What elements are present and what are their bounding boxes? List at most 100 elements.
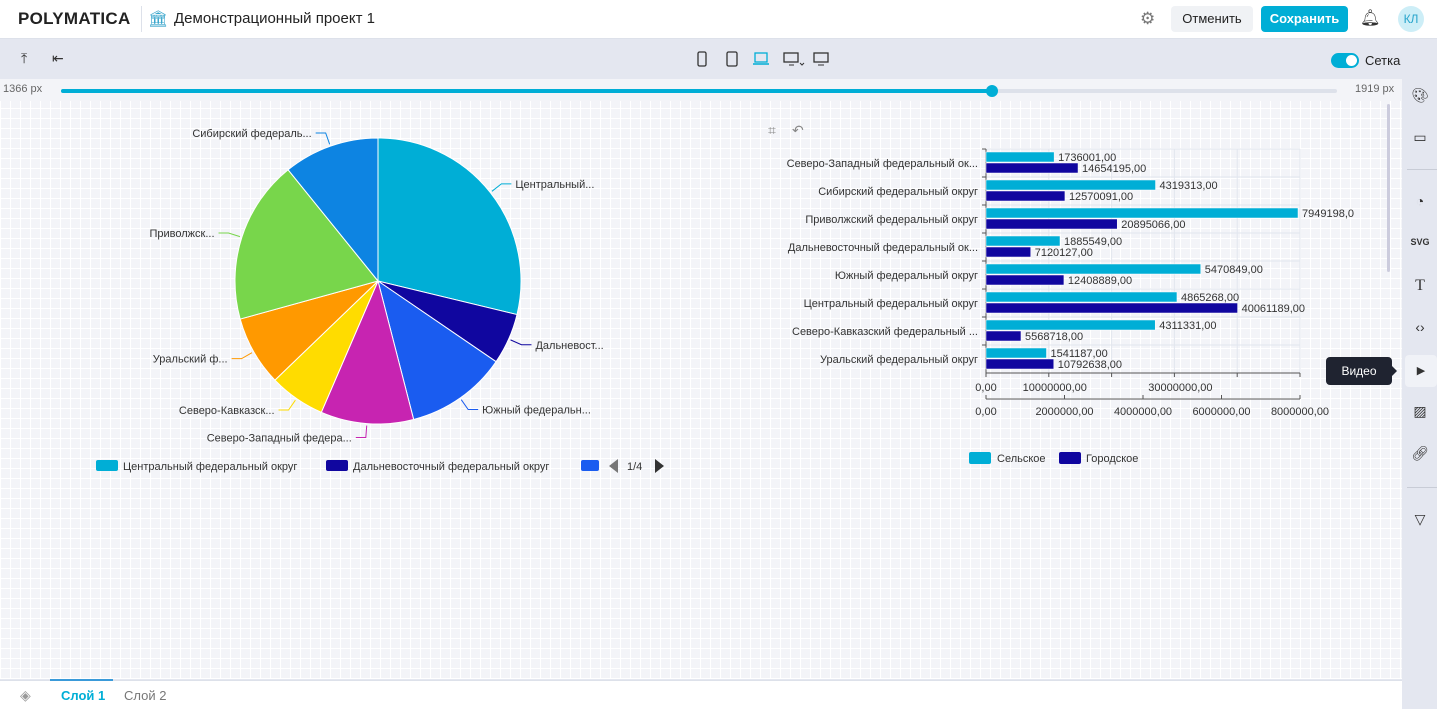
link-icon[interactable]: 🔗︎ xyxy=(1411,445,1429,461)
save-button[interactable]: Сохранить xyxy=(1261,6,1348,32)
bar xyxy=(985,319,1156,331)
x-tick-label: 2000000,00 xyxy=(1035,406,1093,418)
layers-icon[interactable]: ▭ xyxy=(1413,129,1427,145)
tab-layer-2[interactable]: Слой 2 xyxy=(124,688,167,703)
pie-label: Северо-Западный федера... xyxy=(207,433,352,445)
tooltip: Видео xyxy=(1326,357,1397,385)
bar xyxy=(985,162,1079,174)
bar xyxy=(985,302,1238,314)
upload-icon[interactable]: ⤒ xyxy=(21,50,28,66)
bell-icon[interactable]: 🔔︎ xyxy=(1360,10,1381,27)
undo-icon[interactable]: ↶ xyxy=(792,122,804,138)
bar xyxy=(985,151,1055,163)
svg-icon[interactable]: SVG xyxy=(1410,237,1430,247)
legend-swatch xyxy=(96,460,118,471)
pie-label-line xyxy=(460,399,479,411)
pie-label: Дальневост... xyxy=(535,340,603,352)
category-label: Сибирский федеральный округ xyxy=(818,186,978,198)
divider xyxy=(141,6,142,32)
legend-prev-icon[interactable] xyxy=(609,459,618,473)
text-icon[interactable]: T xyxy=(1415,277,1425,294)
desktop-icon[interactable] xyxy=(783,52,805,66)
bar-value-label: 20895066,00 xyxy=(1121,219,1185,231)
scrollbar[interactable] xyxy=(1387,104,1390,272)
gear-icon[interactable]: ⚙ xyxy=(1140,9,1156,28)
bar xyxy=(985,179,1156,191)
slider-fill xyxy=(61,89,993,93)
slider-handle[interactable] xyxy=(986,85,999,97)
code-icon[interactable]: ‹› xyxy=(1415,319,1425,335)
bar xyxy=(985,358,1055,370)
divider xyxy=(1407,169,1437,170)
crop-icon[interactable]: ⌗ xyxy=(768,122,776,138)
legend-swatch xyxy=(969,452,991,464)
project-title: Демонстрационный проект 1 xyxy=(174,10,375,27)
legend-item: Дальневосточный федеральный округ xyxy=(353,461,549,473)
pie-label-line xyxy=(355,425,368,439)
pie-chart: Центральный... Дальневост... Южный федерал… xyxy=(96,128,664,473)
chart-icon[interactable]: ◔ xyxy=(1415,193,1425,209)
bar xyxy=(985,235,1061,247)
active-layer-indicator xyxy=(50,679,113,681)
legend-item: Городское xyxy=(1086,453,1138,465)
bar-value-label: 12408889,00 xyxy=(1068,275,1132,287)
bank-icon: 🏛 xyxy=(148,11,169,28)
cancel-button[interactable]: Отменить xyxy=(1171,6,1253,32)
image-icon[interactable]: ▨ xyxy=(1413,403,1427,419)
palette-icon[interactable]: 🎨︎ xyxy=(1411,87,1429,103)
video-icon[interactable]: ▶ xyxy=(1405,355,1437,387)
width-slider-row: 1366 px 1919 px xyxy=(0,79,1402,101)
pie-slice xyxy=(377,137,522,316)
tablet-icon[interactable] xyxy=(726,51,738,67)
legend-swatch xyxy=(581,460,599,471)
pie-label: Центральный... xyxy=(515,179,594,191)
bar xyxy=(985,263,1201,275)
bar xyxy=(985,190,1066,202)
layers-icon[interactable]: ◈ xyxy=(20,687,31,703)
pie-label-line xyxy=(231,352,253,360)
layers-bar: ◈ Слой 1 Слой 2 xyxy=(0,679,1402,709)
right-sidebar: 🎨︎ ▭ ◔ SVG T ‹› ▶ ▨ 🔗︎ ▽ xyxy=(1403,79,1437,709)
pie-slice xyxy=(287,137,379,283)
grid-toggle[interactable] xyxy=(1331,53,1359,68)
pie-label: Южный федеральн... xyxy=(482,405,591,417)
bar xyxy=(985,274,1065,286)
slider-max-label: 1919 px xyxy=(1355,83,1395,95)
bar-value-label: 14654195,00 xyxy=(1082,163,1146,175)
pie-slice xyxy=(320,279,415,425)
x-tick-label: 8000000,00 xyxy=(1271,406,1329,418)
canvas xyxy=(0,101,1402,679)
pie-label-line xyxy=(315,132,331,145)
x-tick-label: 30000000,00 xyxy=(1148,382,1212,394)
category-label: Северо-Кавказский федеральный ... xyxy=(792,326,978,338)
filter-icon[interactable]: ▽ xyxy=(1414,511,1426,527)
bar xyxy=(985,207,1299,219)
monitor-icon[interactable] xyxy=(813,52,829,66)
pie-label-line xyxy=(278,399,296,411)
phone-icon[interactable] xyxy=(697,51,707,67)
legend-next-icon[interactable] xyxy=(655,459,664,473)
pie-slice xyxy=(234,169,379,320)
pie-label: Северо-Кавказск... xyxy=(179,405,275,417)
legend-swatch xyxy=(326,460,348,471)
x-tick-label: 0,00 xyxy=(975,382,996,394)
category-label: Приволжский федеральный округ xyxy=(805,214,978,226)
slider-min-label: 1366 px xyxy=(3,83,43,95)
laptop-icon[interactable] xyxy=(753,52,769,65)
width-slider[interactable] xyxy=(61,85,1337,97)
bar-value-label: 4319313,00 xyxy=(1160,180,1218,192)
legend-page: 1/4 xyxy=(627,461,642,473)
grid-label: Сетка xyxy=(1365,53,1401,68)
avatar[interactable]: КЛ xyxy=(1398,6,1424,32)
bar-value-label: 7949198,0 xyxy=(1302,208,1354,220)
bar-value-label: 1736001,00 xyxy=(1058,152,1116,164)
x-tick-label: 10000000,00 xyxy=(1023,382,1087,394)
x-tick-label: 4000000,00 xyxy=(1114,406,1172,418)
category-label: Северо-Западный федеральный ок... xyxy=(787,158,978,170)
collapse-left-icon[interactable]: ⇤ xyxy=(52,50,64,66)
bar-value-label: 5470849,00 xyxy=(1205,264,1263,276)
tab-layer-1[interactable]: Слой 1 xyxy=(61,688,106,703)
bar xyxy=(985,218,1118,230)
bar xyxy=(985,347,1047,359)
legend-item: Сельское xyxy=(997,453,1046,465)
